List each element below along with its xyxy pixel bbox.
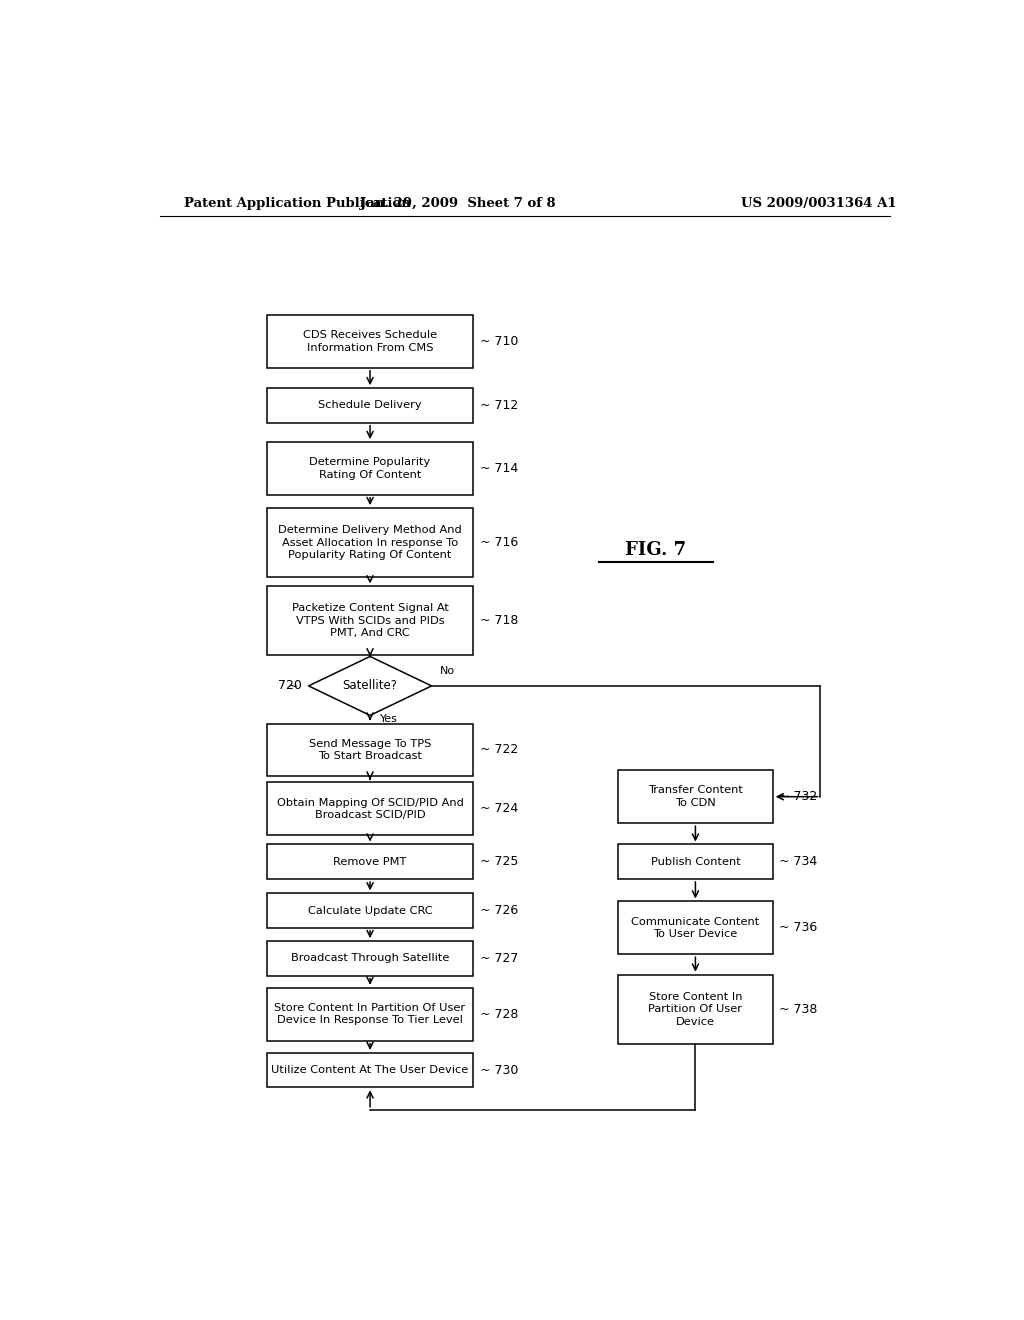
Text: ~ 738: ~ 738 xyxy=(779,1003,817,1015)
Text: Obtain Mapping Of SCID/PID And
Broadcast SCID/PID: Obtain Mapping Of SCID/PID And Broadcast… xyxy=(276,797,464,820)
Text: Packetize Content Signal At
VTPS With SCIDs and PIDs
PMT, And CRC: Packetize Content Signal At VTPS With SC… xyxy=(292,603,449,639)
Text: Determine Popularity
Rating Of Content: Determine Popularity Rating Of Content xyxy=(309,457,431,479)
Text: ~ 734: ~ 734 xyxy=(779,855,817,869)
Bar xyxy=(267,388,473,422)
Text: CDS Receives Schedule
Information From CMS: CDS Receives Schedule Information From C… xyxy=(303,330,437,352)
Bar xyxy=(267,783,473,836)
Text: FIG. 7: FIG. 7 xyxy=(626,541,686,558)
Text: Store Content In Partition Of User
Device In Response To Tier Level: Store Content In Partition Of User Devic… xyxy=(274,1003,466,1026)
Text: Remove PMT: Remove PMT xyxy=(334,857,407,867)
Bar xyxy=(267,586,473,656)
Bar xyxy=(267,987,473,1040)
Text: ~ 736: ~ 736 xyxy=(779,921,817,935)
Text: ~ 722: ~ 722 xyxy=(479,743,518,756)
Text: Store Content In
Partition Of User
Device: Store Content In Partition Of User Devic… xyxy=(648,991,742,1027)
Text: Transfer Content
To CDN: Transfer Content To CDN xyxy=(648,785,742,808)
Bar xyxy=(618,845,773,879)
Text: Calculate Update CRC: Calculate Update CRC xyxy=(308,906,432,916)
Text: US 2009/0031364 A1: US 2009/0031364 A1 xyxy=(740,197,896,210)
Text: ~ 730: ~ 730 xyxy=(479,1064,518,1077)
Polygon shape xyxy=(308,656,431,715)
Text: No: No xyxy=(439,665,455,676)
Text: ~ 714: ~ 714 xyxy=(479,462,518,475)
Text: Satellite?: Satellite? xyxy=(343,680,397,693)
Text: Jan. 29, 2009  Sheet 7 of 8: Jan. 29, 2009 Sheet 7 of 8 xyxy=(359,197,555,210)
Text: ~: ~ xyxy=(288,680,298,693)
Bar xyxy=(267,1053,473,1088)
Bar xyxy=(267,941,473,975)
Text: Communicate Content
To User Device: Communicate Content To User Device xyxy=(632,916,760,939)
Text: ~ 716: ~ 716 xyxy=(479,536,518,549)
Text: ~ 724: ~ 724 xyxy=(479,803,518,816)
Text: ~ 728: ~ 728 xyxy=(479,1007,518,1020)
Text: Schedule Delivery: Schedule Delivery xyxy=(318,400,422,411)
Bar xyxy=(618,902,773,954)
Text: 720: 720 xyxy=(279,680,302,693)
Text: ~ 726: ~ 726 xyxy=(479,904,518,917)
Bar xyxy=(618,771,773,824)
Text: ~ 727: ~ 727 xyxy=(479,952,518,965)
Text: Utilize Content At The User Device: Utilize Content At The User Device xyxy=(271,1065,469,1074)
Text: ~ 710: ~ 710 xyxy=(479,335,518,348)
Text: Determine Delivery Method And
Asset Allocation In response To
Popularity Rating : Determine Delivery Method And Asset Allo… xyxy=(279,525,462,560)
Text: ~ 718: ~ 718 xyxy=(479,614,518,627)
Text: Patent Application Publication: Patent Application Publication xyxy=(183,197,411,210)
Bar xyxy=(267,442,473,495)
Bar xyxy=(267,508,473,577)
Bar xyxy=(267,723,473,776)
Text: Publish Content: Publish Content xyxy=(650,857,740,867)
Bar xyxy=(267,845,473,879)
Bar xyxy=(618,974,773,1044)
Text: ~ 732: ~ 732 xyxy=(779,791,817,803)
Bar xyxy=(267,315,473,368)
Bar xyxy=(267,894,473,928)
Text: Yes: Yes xyxy=(380,714,397,725)
Text: ~ 712: ~ 712 xyxy=(479,399,518,412)
Text: ~ 725: ~ 725 xyxy=(479,855,518,869)
Text: Broadcast Through Satellite: Broadcast Through Satellite xyxy=(291,953,450,964)
Text: Send Message To TPS
To Start Broadcast: Send Message To TPS To Start Broadcast xyxy=(309,739,431,762)
